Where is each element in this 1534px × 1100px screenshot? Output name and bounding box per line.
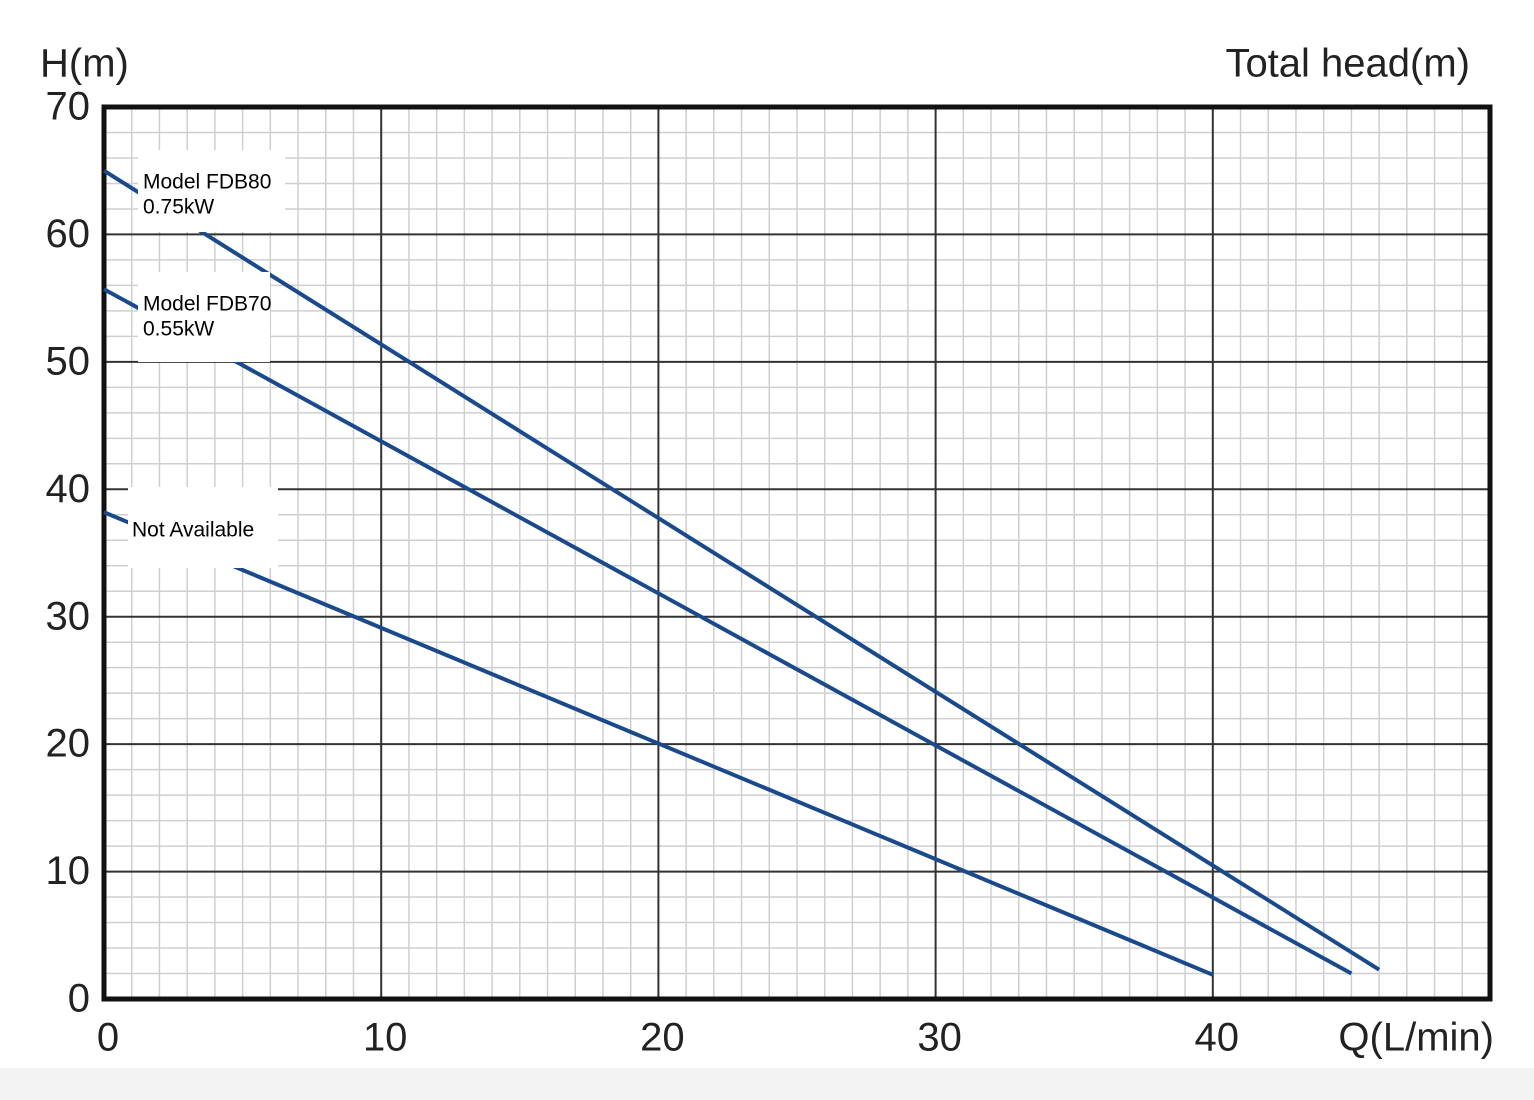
y-tick-label: 20 (46, 722, 91, 766)
y-tick-label: 30 (46, 594, 91, 638)
x-tick-label: 40 (1195, 1016, 1240, 1060)
x-tick-label: 0 (97, 1016, 119, 1060)
label-box (128, 487, 278, 568)
y-tick-label: 10 (46, 849, 91, 893)
series-line (103, 287, 1353, 976)
y-tick-label: 60 (46, 212, 91, 256)
x-axis-title: Q(L/min) (1338, 1016, 1494, 1060)
series-label: Model FDB70 (143, 293, 271, 316)
series-line (102, 169, 1381, 972)
y-tick-label: 0 (68, 977, 90, 1021)
plot-frame (101, 104, 1493, 1002)
label-box (138, 150, 285, 232)
series-power: 0.55kW (143, 318, 214, 341)
series-label: Model FDB80 (143, 171, 271, 194)
series-power: 0.75kW (143, 196, 214, 219)
label-box (138, 272, 270, 362)
series-label: Not Available (132, 519, 254, 542)
x-tick-label: 10 (363, 1016, 408, 1060)
bottom-strip (0, 1068, 1534, 1100)
series-line (103, 510, 1214, 977)
y-tick-label: 70 (46, 85, 91, 129)
x-tick-label: 20 (640, 1016, 685, 1060)
y-axis-title: H(m) (40, 42, 129, 86)
x-tick-label: 30 (917, 1016, 962, 1060)
chart-title: Total head(m) (1225, 42, 1470, 86)
y-tick-label: 40 (46, 467, 91, 511)
y-tick-label: 50 (46, 339, 91, 383)
